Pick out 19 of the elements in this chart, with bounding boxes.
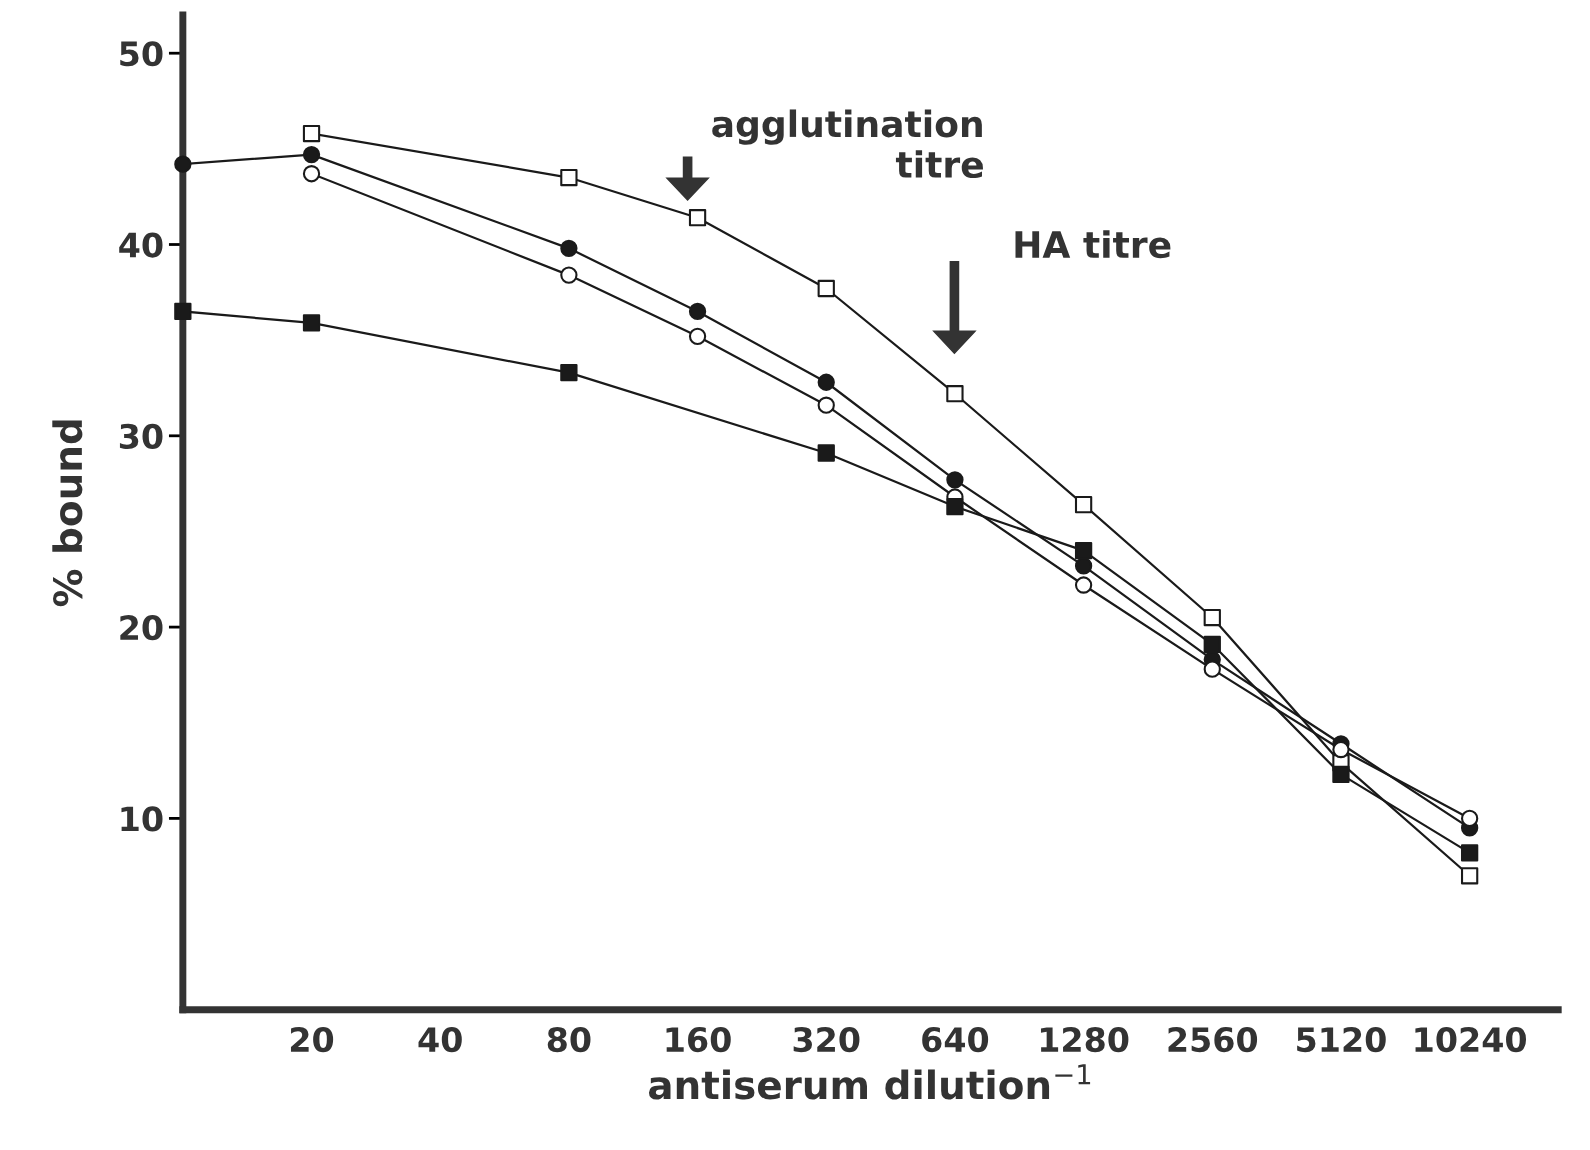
x-tick-label: 640: [922, 1026, 989, 1053]
y-tick-label: 50: [120, 41, 163, 67]
y-axis-title: % bound: [52, 420, 83, 607]
y-tick-label: 40: [119, 232, 163, 258]
annotation: HA titre: [1015, 230, 1171, 259]
x-tick-label: 20: [290, 1026, 334, 1053]
x-tick-label: 40: [418, 1026, 462, 1053]
y-tick-label: 20: [120, 615, 163, 641]
y-tick-label: 30: [119, 423, 163, 449]
annotation: agglutination titre: [712, 109, 983, 179]
x-tick-label: 1280: [1040, 1026, 1129, 1053]
x-tick-label: 160: [666, 1026, 731, 1053]
x-tick-label: 2560: [1168, 1026, 1258, 1053]
x-tick-label: 80: [547, 1026, 591, 1053]
x-tick-label: 10240: [1415, 1026, 1527, 1053]
x-tick-label: 5120: [1297, 1026, 1386, 1053]
y-tick-label: 10: [121, 806, 163, 832]
x-axis-title: antiserum dilution$^{−1}$: [648, 1064, 1091, 1100]
x-tick-label: 320: [793, 1026, 860, 1053]
